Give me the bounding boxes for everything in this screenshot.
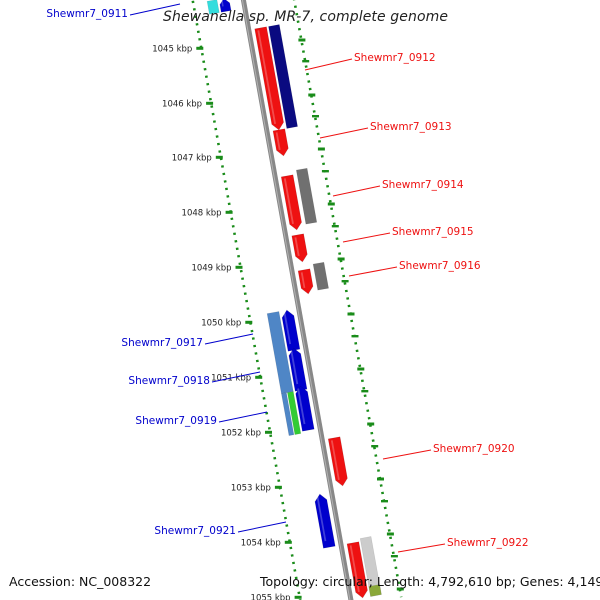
cog-feature-0919-blue — [281, 392, 295, 436]
leader-line — [319, 127, 369, 139]
tick-label: 1045 kbp — [152, 44, 192, 54]
gene-0920-arrow[interactable] — [327, 436, 348, 487]
genome-backbone — [240, 0, 354, 600]
gene-label-shewmr7_0920[interactable]: Shewmr7_0920 — [433, 443, 515, 455]
gene-label-shewmr7_0922[interactable]: Shewmr7_0922 — [447, 537, 529, 549]
gene-0912-arrow-highlight — [257, 30, 276, 125]
gene-label-shewmr7_0921[interactable]: Shewmr7_0921 — [154, 525, 236, 537]
gene-0915-arrow-highlight — [294, 237, 300, 256]
gene-label-shewmr7_0919[interactable]: Shewmr7_0919 — [135, 415, 217, 427]
gene-0919-arrow-highlight — [297, 388, 306, 425]
genome-backbone-highlight — [241, 0, 351, 600]
leader-line — [211, 371, 261, 383]
gene-label-shewmr7_0914[interactable]: Shewmr7_0914 — [382, 179, 464, 191]
cog-feature-0912 — [268, 24, 298, 129]
gene-0917-arrow[interactable] — [281, 309, 301, 352]
tick-label: 1046 kbp — [162, 99, 202, 109]
tick-label: 1050 kbp — [201, 318, 241, 328]
gene-label-shewmr7_0912[interactable]: Shewmr7_0912 — [354, 52, 436, 64]
gene-0914-arrow[interactable] — [280, 174, 302, 231]
gene-0911-arrow[interactable] — [219, 0, 232, 13]
leader-line — [382, 449, 432, 460]
gene-0917-arrow-highlight — [283, 312, 291, 345]
leader-line — [342, 232, 391, 243]
gene-0922-arrow-highlight — [349, 545, 360, 592]
gene-label-shewmr7_0916[interactable]: Shewmr7_0916 — [399, 260, 481, 272]
cog-feature-0919-green — [287, 391, 302, 435]
gene-0919-arrow[interactable] — [295, 385, 315, 432]
gene-0921-arrow[interactable] — [314, 493, 336, 549]
gene-0918-arrow[interactable] — [288, 347, 308, 392]
leader-line — [332, 185, 381, 197]
tick-label: 1052 kbp — [221, 428, 261, 438]
gene-0918-arrow-highlight — [290, 350, 299, 385]
gene-0915-arrow[interactable] — [291, 233, 308, 263]
tick-label: 1054 kbp — [241, 538, 281, 548]
gene-0921-arrow-highlight — [316, 496, 327, 542]
gray-feature-0916 — [312, 261, 329, 291]
tick-label: 1049 kbp — [191, 263, 231, 273]
leader-line — [218, 411, 268, 423]
gene-label-shewmr7_0918[interactable]: Shewmr7_0918 — [128, 375, 210, 387]
gene-0913-arrow[interactable] — [272, 128, 289, 157]
gene-label-shewmr7_0911[interactable]: Shewmr7_0911 — [46, 8, 128, 20]
accession-label: Accession: NC_008322 — [9, 574, 152, 589]
gene-0920-arrow-highlight — [330, 440, 340, 480]
leader-line — [304, 58, 353, 71]
gene-0916-arrow[interactable] — [297, 268, 314, 295]
tick-label: 1055 kbp — [251, 593, 291, 600]
tick-label: 1053 kbp — [231, 483, 271, 493]
gene-0916-arrow-highlight — [300, 272, 306, 288]
gene-label-shewmr7_0915[interactable]: Shewmr7_0915 — [392, 226, 474, 238]
gene-0912-arrow[interactable] — [254, 26, 284, 131]
leader-line — [237, 521, 287, 533]
tick-label: 1048 kbp — [182, 208, 222, 218]
leader-line — [204, 333, 254, 345]
tick-label: 1047 kbp — [172, 153, 212, 163]
leader-line — [397, 543, 446, 553]
gene-label-shewmr7_0917[interactable]: Shewmr7_0917 — [121, 337, 203, 349]
gene-0922-arrow[interactable] — [346, 541, 368, 599]
left-tick-track — [191, 0, 302, 600]
olive-feature-0922 — [368, 584, 382, 597]
gene-0914-arrow-highlight — [283, 178, 294, 224]
cog-feature-top-cyan — [206, 0, 220, 15]
leader-line — [129, 3, 181, 16]
right-tick-track — [292, 0, 403, 598]
genome-summary-label: Topology: circular; Length: 4,792,610 bp… — [260, 574, 600, 589]
gene-label-shewmr7_0913[interactable]: Shewmr7_0913 — [370, 121, 452, 133]
gray-feature-0914 — [295, 167, 318, 225]
leader-line — [348, 266, 398, 277]
map-title: Shewanella sp. MR-7, complete genome — [163, 9, 449, 25]
gene-0913-arrow-highlight — [275, 132, 281, 150]
gene-0911-arrow-highlight — [221, 0, 224, 7]
